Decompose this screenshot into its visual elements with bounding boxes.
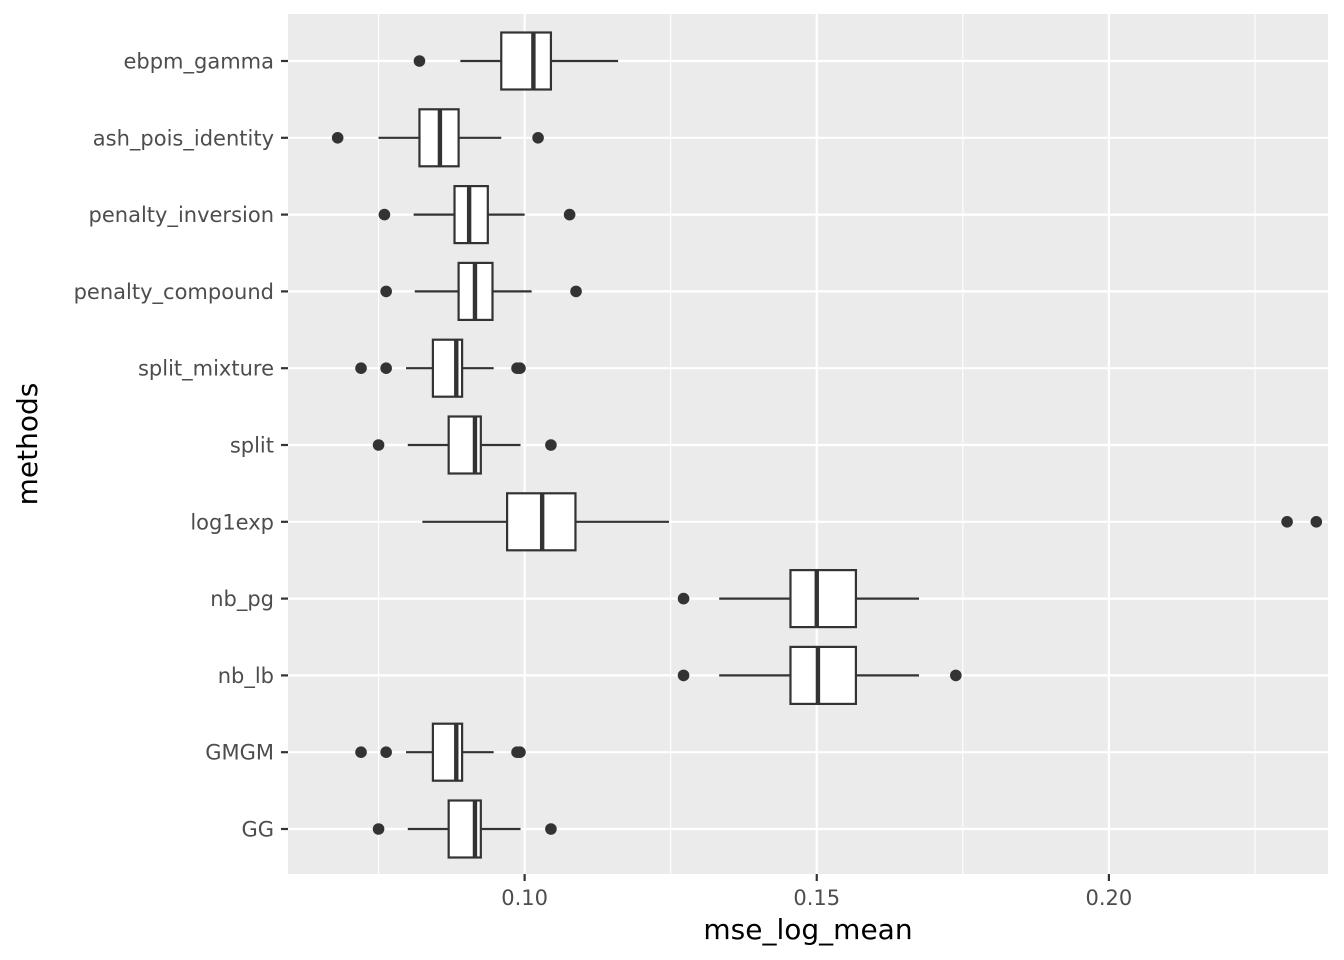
outlier-point (563, 208, 576, 221)
box-series (331, 31, 1323, 859)
outlier-point (677, 592, 690, 605)
outlier-point (545, 439, 557, 451)
outlier-point (378, 208, 391, 221)
iqr-box (500, 31, 553, 91)
y-tick-label: nb_lb (218, 664, 274, 689)
box-GMGM (355, 722, 526, 782)
outlier-point (355, 746, 367, 758)
outlier-point (532, 132, 544, 144)
outlier-point (380, 362, 392, 375)
x-tick-label: 0.15 (793, 886, 840, 910)
box-split (372, 415, 557, 475)
outlier-point (372, 823, 385, 835)
iqr-box (789, 645, 858, 706)
y-tick-label: ebpm_gamma (123, 50, 274, 75)
y-tick-label: log1exp (190, 510, 274, 534)
y-tick-label: split (230, 434, 274, 458)
box-penalty_compound (380, 261, 582, 321)
outlier-point (331, 132, 344, 144)
outlier-point (413, 55, 426, 67)
box-nb_lb (677, 645, 962, 706)
box-penalty_inversion (378, 185, 576, 245)
outlier-point (372, 439, 385, 451)
box-GG (372, 799, 557, 859)
outlier-point (1310, 516, 1323, 528)
y-tick-label: split_mixture (138, 357, 274, 382)
box-nb_pg (677, 568, 920, 629)
outlier-point (570, 285, 582, 298)
iqr-box (789, 568, 858, 629)
outlier-point (514, 746, 526, 758)
x-tick-label: 0.10 (501, 886, 548, 910)
box-log1exp (422, 492, 1323, 552)
outlier-point (355, 362, 367, 375)
y-axis: ebpm_gamma ash_pois_identity penalty_inver… (74, 50, 288, 842)
outlier-point (950, 669, 962, 682)
outlier-point (677, 669, 690, 682)
y-tick-label: GMGM (205, 741, 274, 765)
outlier-point (380, 746, 392, 758)
outlier-point (545, 823, 557, 835)
box-ash_pois_identity (331, 108, 544, 168)
outlier-point (514, 362, 526, 375)
y-axis-title: methods (11, 383, 44, 506)
outlier-point (380, 285, 392, 298)
x-tick-label: 0.20 (1086, 886, 1133, 910)
y-tick-label: ash_pois_identity (93, 126, 274, 151)
box-split_mixture (355, 338, 526, 398)
box-ebpm_gamma (413, 31, 619, 91)
y-tick-label: nb_pg (210, 587, 274, 612)
x-axis: 0.10 0.15 0.20 (501, 874, 1132, 910)
y-tick-label: penalty_compound (74, 280, 274, 305)
outlier-point (1281, 516, 1293, 528)
x-axis-title: mse_log_mean (703, 913, 912, 946)
y-tick-label: penalty_inversion (89, 203, 274, 228)
y-tick-label: GG (241, 818, 274, 842)
